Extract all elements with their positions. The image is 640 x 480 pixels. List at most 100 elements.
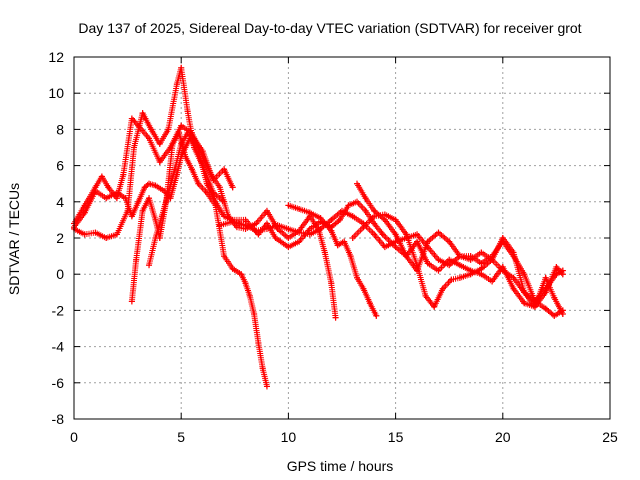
data-point bbox=[551, 312, 558, 319]
data-point bbox=[392, 244, 399, 251]
data-point bbox=[152, 235, 159, 241]
data-point bbox=[165, 126, 172, 133]
data-point bbox=[229, 184, 236, 191]
data-point bbox=[373, 312, 380, 319]
data-point bbox=[113, 195, 120, 202]
data-point bbox=[354, 198, 361, 205]
data-point bbox=[379, 231, 386, 238]
data-point bbox=[178, 122, 185, 129]
series-9 bbox=[354, 180, 566, 319]
data-point bbox=[510, 285, 517, 292]
data-point bbox=[349, 235, 356, 241]
data-point bbox=[128, 115, 135, 122]
data-point bbox=[521, 300, 528, 307]
data-point bbox=[120, 171, 127, 178]
x-tick-label: 10 bbox=[281, 429, 297, 445]
data-point bbox=[478, 260, 485, 267]
data-point bbox=[146, 135, 153, 142]
data-point bbox=[242, 222, 249, 229]
data-point bbox=[229, 218, 236, 225]
data-point bbox=[81, 231, 88, 238]
x-tick-label: 0 bbox=[70, 429, 78, 445]
data-point bbox=[328, 280, 335, 287]
data-point bbox=[392, 216, 399, 223]
data-point bbox=[354, 274, 361, 281]
data-point bbox=[371, 207, 378, 214]
chart-title: Day 137 of 2025, Sidereal Day-to-day VTE… bbox=[78, 20, 581, 36]
data-point bbox=[371, 220, 378, 227]
data-point bbox=[531, 303, 538, 310]
data-point bbox=[253, 227, 260, 234]
data-point bbox=[203, 189, 210, 196]
tick-labels: 0 5 10 15 20 25 -8 -6 -4 -2 0 2 4 6 8 10 12 bbox=[48, 49, 618, 445]
y-tick-label: -4 bbox=[52, 339, 65, 355]
data-point bbox=[306, 209, 313, 216]
data-point bbox=[173, 81, 180, 88]
data-point bbox=[551, 294, 558, 301]
series-8 bbox=[349, 211, 566, 318]
data-point bbox=[122, 195, 129, 202]
data-point bbox=[251, 311, 258, 318]
data-point bbox=[306, 231, 313, 238]
data-point bbox=[263, 383, 270, 390]
data-point bbox=[341, 238, 348, 245]
data-point bbox=[354, 180, 361, 187]
data-point bbox=[178, 140, 185, 147]
data-point bbox=[216, 222, 223, 229]
data-point bbox=[274, 222, 281, 229]
data-point bbox=[188, 166, 195, 173]
x-tick-label: 15 bbox=[388, 429, 404, 445]
data-point bbox=[81, 209, 88, 216]
x-tick-label: 20 bbox=[495, 429, 511, 445]
y-tick-label: 10 bbox=[48, 85, 64, 101]
data-point bbox=[553, 263, 560, 270]
data-point bbox=[456, 262, 463, 269]
data-point bbox=[328, 216, 335, 223]
data-point bbox=[328, 227, 335, 234]
data-point bbox=[424, 238, 431, 245]
data-point bbox=[381, 216, 388, 223]
data-point bbox=[332, 314, 339, 321]
data-point bbox=[148, 126, 155, 133]
data-point bbox=[521, 289, 528, 296]
data-point bbox=[317, 215, 324, 222]
data-point bbox=[221, 166, 228, 173]
data-point bbox=[139, 207, 146, 214]
data-point bbox=[446, 262, 453, 269]
data-point bbox=[131, 144, 138, 151]
data-point bbox=[285, 225, 292, 232]
data-point bbox=[456, 274, 463, 281]
data-point bbox=[242, 216, 249, 223]
data-point bbox=[246, 292, 253, 299]
data-point bbox=[103, 235, 110, 241]
data-point bbox=[317, 225, 324, 232]
data-point bbox=[349, 213, 356, 220]
data-point bbox=[133, 256, 140, 263]
data-point bbox=[152, 216, 159, 223]
data-point bbox=[263, 220, 270, 227]
data-point bbox=[146, 195, 153, 202]
data-point bbox=[263, 207, 270, 214]
data-point bbox=[199, 148, 206, 155]
data-point bbox=[113, 189, 120, 196]
data-point bbox=[489, 253, 496, 260]
data-point bbox=[208, 171, 215, 178]
y-tick-label: 4 bbox=[56, 194, 64, 210]
data-point bbox=[345, 202, 352, 209]
data-point bbox=[467, 271, 474, 278]
axis-ticks bbox=[73, 56, 611, 420]
data-point bbox=[478, 265, 485, 272]
data-point bbox=[435, 267, 442, 274]
data-point bbox=[435, 229, 442, 236]
data-point bbox=[439, 285, 446, 292]
y-axis-title: SDTVAR / TECUs bbox=[6, 183, 22, 295]
data-point bbox=[242, 280, 249, 287]
x-tick-label: 5 bbox=[177, 429, 185, 445]
data-point bbox=[285, 235, 292, 241]
data-point bbox=[414, 267, 421, 274]
data-point bbox=[146, 262, 153, 269]
data-point bbox=[171, 166, 178, 173]
data-point bbox=[339, 207, 345, 214]
data-point bbox=[135, 198, 142, 205]
data-point bbox=[139, 110, 146, 117]
